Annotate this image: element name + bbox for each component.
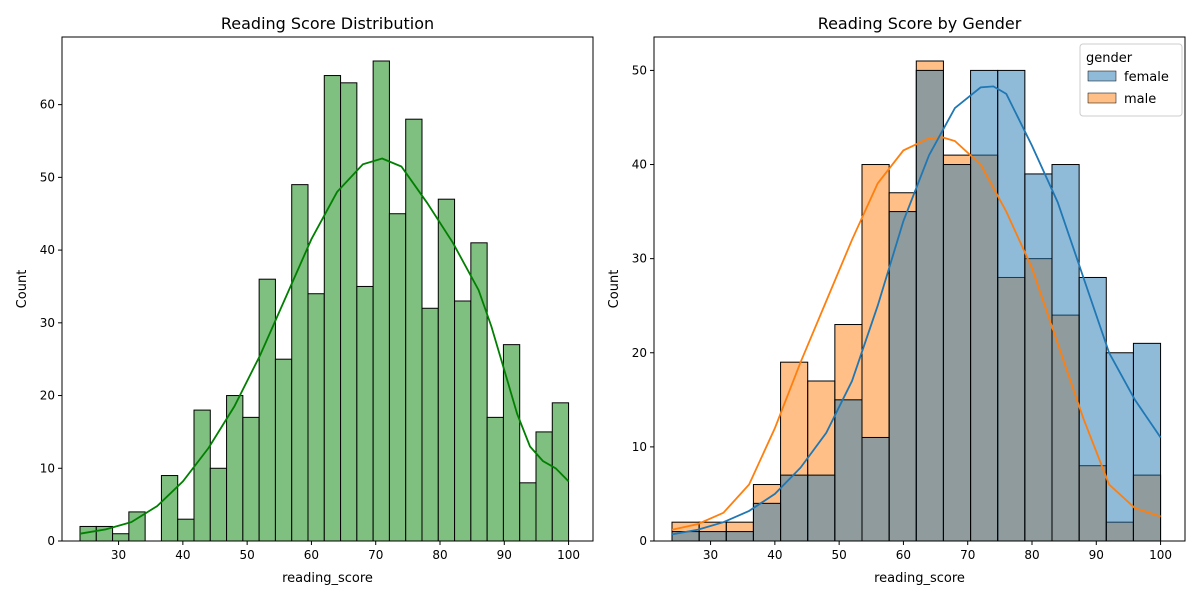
y-tick-label: 50 bbox=[40, 170, 55, 184]
y-axis-label: Count bbox=[607, 270, 622, 309]
legend-swatch-male bbox=[1087, 92, 1117, 104]
x-axis-label: reading_score bbox=[874, 571, 965, 586]
female-bar-17 bbox=[1132, 342, 1162, 542]
chart-title: Reading Score Distribution bbox=[221, 14, 434, 33]
female-bar-9 bbox=[915, 69, 944, 542]
reading-bar-2 bbox=[112, 533, 130, 542]
reading-bar-12 bbox=[274, 358, 293, 542]
reading-bar-8 bbox=[209, 467, 228, 542]
x-tick-label: 60 bbox=[304, 548, 319, 562]
reading-bar-21 bbox=[421, 307, 439, 542]
y-tick-label: 0 bbox=[639, 534, 647, 548]
female-bar-16 bbox=[1105, 352, 1134, 542]
x-tick-label: 90 bbox=[497, 548, 512, 562]
y-tick-label: 20 bbox=[40, 389, 55, 403]
y-tick-label: 20 bbox=[632, 346, 647, 360]
legend-swatch-female bbox=[1087, 70, 1117, 82]
reading-bar-15 bbox=[323, 75, 342, 542]
reading-bar-16 bbox=[340, 82, 358, 542]
female-bar-8 bbox=[888, 211, 917, 542]
female-bar-12 bbox=[997, 69, 1026, 542]
reading-kde-line bbox=[79, 157, 570, 535]
x-tick-label: 60 bbox=[896, 548, 911, 562]
axes-frame bbox=[653, 36, 1186, 542]
x-tick-label: 90 bbox=[1089, 548, 1104, 562]
x-tick-label: 100 bbox=[1149, 548, 1172, 562]
x-tick-label: 50 bbox=[240, 548, 255, 562]
histogram-bars bbox=[671, 60, 1162, 542]
y-tick-label: 0 bbox=[47, 534, 55, 548]
reading-bar-22 bbox=[437, 198, 456, 542]
female-bar-14 bbox=[1051, 164, 1080, 542]
y-tick-label: 10 bbox=[632, 440, 647, 454]
reading-bar-10 bbox=[242, 416, 260, 542]
reading-bar-7 bbox=[193, 409, 211, 542]
reading-bar-14 bbox=[307, 293, 325, 542]
x-tick-label: 30 bbox=[111, 548, 126, 562]
axes-frame bbox=[61, 36, 594, 542]
kde-curves bbox=[671, 85, 1162, 536]
reading-bar-25 bbox=[486, 416, 504, 542]
x-tick-label: 40 bbox=[767, 548, 782, 562]
reading-bar-18 bbox=[372, 60, 390, 542]
female-bar-1 bbox=[698, 531, 727, 542]
chart-reading-distribution: Reading Score Distribution 30 40 50 60 70 80 9… bbox=[15, 14, 594, 586]
female-bar-7 bbox=[861, 436, 890, 542]
chart-reading-by-gender: Reading Score by Gender 30 40 50 60 70 80 90 10… bbox=[607, 14, 1186, 586]
y-tick-label: 60 bbox=[40, 98, 55, 112]
female-bar-10 bbox=[942, 164, 972, 542]
x-tick-label: 80 bbox=[1024, 548, 1039, 562]
reading-bar-6 bbox=[177, 518, 195, 542]
reading-bar-19 bbox=[388, 213, 407, 542]
x-tick-label: 70 bbox=[960, 548, 975, 562]
axes: 30 40 50 60 70 80 90 100 0 10 20 30 40 50 60 bbox=[40, 36, 594, 562]
x-tick-label: 50 bbox=[832, 548, 847, 562]
histogram-bars bbox=[79, 60, 570, 542]
x-tick-label: 40 bbox=[175, 548, 190, 562]
female-kde-line bbox=[671, 85, 1162, 536]
y-tick-label: 10 bbox=[40, 461, 55, 475]
reading-bar-11 bbox=[258, 278, 276, 542]
female-bar-5 bbox=[807, 474, 836, 542]
x-tick-label: 70 bbox=[368, 548, 383, 562]
reading-bar-5 bbox=[160, 475, 179, 542]
female-bar-15 bbox=[1078, 276, 1107, 542]
legend: gender female male bbox=[1079, 43, 1183, 117]
female-bar-11 bbox=[970, 69, 999, 542]
female-bar-13 bbox=[1024, 173, 1053, 542]
x-tick-label: 100 bbox=[557, 548, 580, 562]
reading-bar-23 bbox=[454, 300, 472, 542]
female-bar-2 bbox=[725, 531, 754, 542]
x-tick-label: 80 bbox=[432, 548, 447, 562]
male-kde-line bbox=[671, 136, 1161, 531]
x-axis-label: reading_score bbox=[282, 571, 373, 586]
reading-bar-9 bbox=[226, 395, 244, 542]
reading-bar-28 bbox=[535, 431, 553, 542]
y-tick-label: 30 bbox=[632, 252, 647, 266]
legend-label-female: female bbox=[1124, 70, 1169, 85]
kde-curves bbox=[79, 157, 570, 535]
female-bar-3 bbox=[752, 502, 782, 542]
reading-bar-20 bbox=[405, 118, 423, 542]
x-tick-label: 30 bbox=[703, 548, 718, 562]
reading-bar-24 bbox=[470, 242, 488, 542]
y-tick-label: 30 bbox=[40, 316, 55, 330]
y-tick-label: 40 bbox=[40, 243, 55, 257]
reading-bar-27 bbox=[519, 482, 537, 542]
axes: 30 40 50 60 70 80 90 100 0 10 20 30 40 50 bbox=[632, 36, 1186, 562]
female-bar-6 bbox=[834, 399, 863, 542]
reading-bar-13 bbox=[291, 184, 309, 542]
y-tick-label: 50 bbox=[632, 63, 647, 77]
y-tick-label: 40 bbox=[632, 158, 647, 172]
reading-bar-17 bbox=[356, 285, 374, 542]
reading-bar-3 bbox=[128, 511, 146, 542]
legend-title: gender bbox=[1086, 51, 1133, 66]
y-axis-label: Count bbox=[15, 270, 30, 309]
chart-title: Reading Score by Gender bbox=[818, 14, 1022, 33]
legend-label-male: male bbox=[1124, 92, 1156, 107]
